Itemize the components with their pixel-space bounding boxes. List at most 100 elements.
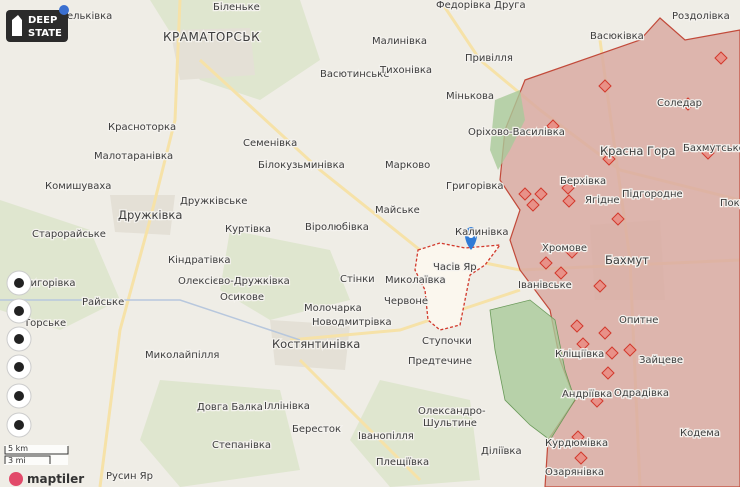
attribution[interactable]: maptiler [9, 472, 84, 486]
attack-marker [681, 97, 695, 111]
place-label: Курдюмівка [545, 437, 608, 449]
scale-line [4, 455, 51, 464]
place-label: Комишуваха [45, 181, 111, 192]
pin-dot [468, 232, 474, 238]
chasiv-yar-zone [414, 242, 502, 331]
place-label: Костянтинівка [272, 337, 360, 351]
place-label: Іллінівка [264, 400, 310, 412]
attack-marker [605, 346, 619, 360]
place-label: Озарянівка [545, 466, 604, 478]
scale-label: 5 km [8, 444, 28, 453]
logo[interactable]: DEEP STATE [6, 5, 69, 42]
scale-line [4, 446, 69, 455]
attack-marker [574, 451, 588, 465]
place-label: Дружківка [118, 208, 182, 222]
logo-icon [12, 15, 22, 36]
place-label: Оріхово-Василівка [468, 126, 565, 138]
attack-marker [601, 366, 615, 380]
place-label: Осикове [220, 292, 264, 303]
place-label: Берхівка [560, 175, 606, 187]
attack-marker [598, 79, 612, 93]
place-label: Роздолівка [672, 10, 730, 22]
place-label: Григорівка [18, 277, 76, 289]
pin-body[interactable] [465, 227, 477, 250]
place-label: Хромове [542, 243, 587, 254]
place-label: Калинівка [455, 226, 509, 238]
place-label: Степанівка [212, 439, 271, 451]
place-label: Бахмутське [683, 143, 740, 154]
place-label: Старорайське [32, 229, 106, 240]
place-label: Федорівка Друга [436, 0, 526, 11]
layer-icon [14, 334, 24, 344]
place-label: Мінькова [446, 90, 494, 102]
place-label: Кліщіївка [555, 348, 604, 360]
place-label: Миколайпілля [145, 349, 219, 361]
attack-marker [546, 119, 560, 133]
attack-marker [714, 51, 728, 65]
place-label: Часів Яр [433, 261, 477, 273]
place-label: Григорівка [446, 180, 504, 192]
attack-marker [526, 198, 540, 212]
map-pin[interactable] [465, 227, 477, 250]
place-label: Васюківка [590, 30, 644, 42]
place-label: Майське [375, 205, 420, 216]
attack-marker [539, 256, 553, 270]
layer-icon [14, 306, 24, 316]
place-label: Зайцеве [639, 355, 683, 366]
attack-marker [576, 337, 590, 351]
place-label: Кіндратівка [168, 254, 230, 266]
place-label: Підгородне [622, 188, 683, 200]
attack-marker [534, 187, 548, 201]
place-label: Стінки [340, 273, 375, 285]
maptiler-text[interactable]: maptiler [27, 472, 84, 486]
attack-marker [571, 430, 585, 444]
attack-marker [518, 187, 532, 201]
place-label: Малотаранівка [94, 150, 173, 162]
place-label: Райське [82, 297, 124, 308]
place-label: Ступочки [422, 336, 472, 347]
place-label: КРАМАТОРСЬК [163, 30, 260, 44]
place-label: Бахмут [605, 253, 649, 267]
layer-icon [14, 278, 24, 288]
place-label: Покр [720, 198, 740, 209]
layer-buttons [6, 270, 32, 438]
place-label: Куртівка [225, 223, 271, 235]
place-label: Дружківське [180, 195, 247, 207]
contested-zone [489, 299, 576, 441]
place-label: Семенівка [243, 137, 297, 149]
attack-marker [623, 343, 637, 357]
place-label: Кодема [680, 428, 720, 439]
place-label: Васютинське [320, 69, 389, 80]
attack-marker [593, 279, 607, 293]
place-label: Русин Яр [106, 471, 153, 482]
place-label: Ягідне [585, 194, 620, 206]
river [0, 299, 301, 341]
place-label: Андріївка [562, 388, 612, 400]
place-label: Марково [385, 160, 430, 171]
place-label: Діліївка [481, 445, 522, 457]
logo-text: DEEP [28, 15, 57, 26]
attack-marker [554, 266, 568, 280]
place-label: Опитне [619, 315, 658, 326]
place-label: Берестoк [292, 424, 341, 435]
layer-icon [14, 362, 24, 372]
place-label: Привілля [465, 52, 513, 64]
attack-marker [570, 319, 584, 333]
place-label: Красна Гора [600, 144, 675, 158]
place-label: Біленьке [213, 1, 260, 13]
place-label: Віролюбівка [305, 221, 369, 233]
attack-marker [701, 146, 715, 160]
attack-marker [598, 326, 612, 340]
place-label: Шультине [423, 418, 477, 429]
place-label: Новодмитрівка [312, 316, 392, 328]
place-label: Миколаївка [385, 275, 446, 286]
layer-icon [14, 420, 24, 430]
place-label: Білокузьминівка [258, 159, 345, 171]
place-label: Предтечине [408, 356, 472, 367]
place-label: Плещіївка [376, 456, 429, 468]
maptiler-icon [9, 472, 23, 486]
place-label: Соледар [657, 98, 702, 109]
place-label: Торське [23, 318, 66, 329]
